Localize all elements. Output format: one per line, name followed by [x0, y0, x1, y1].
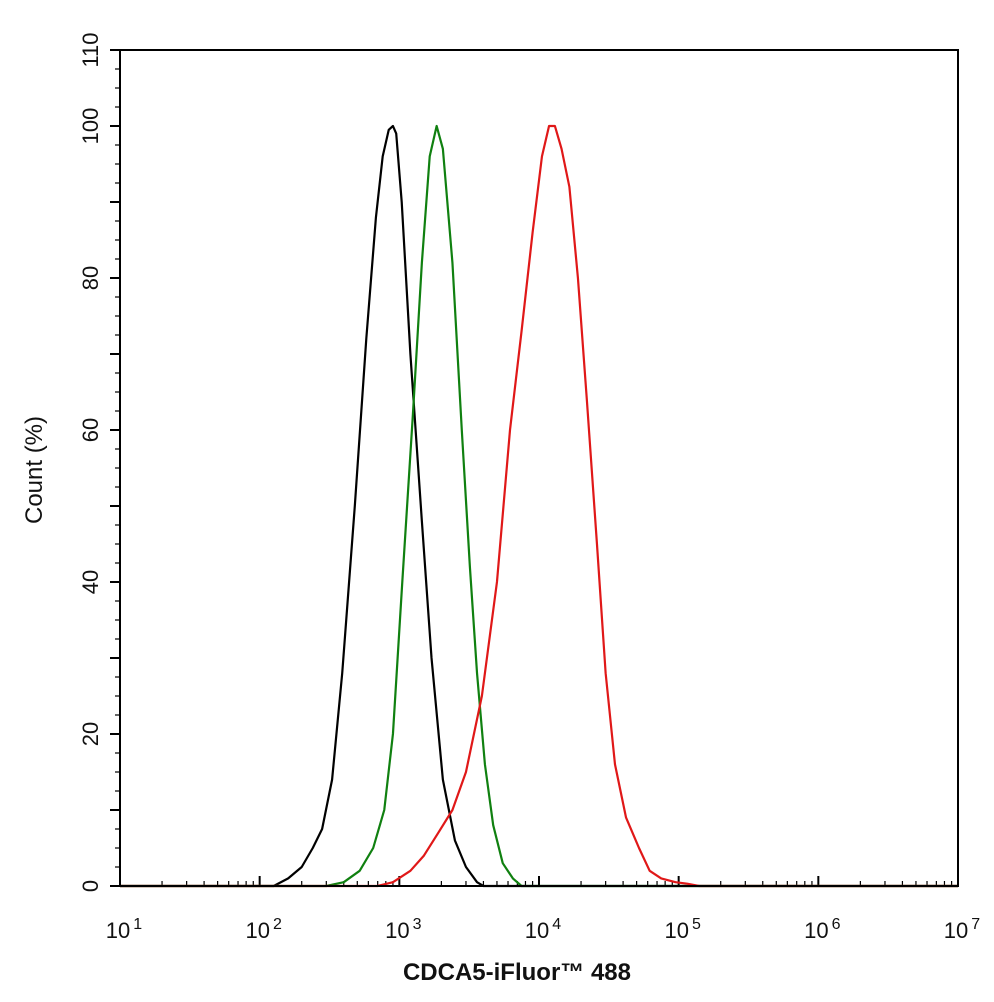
y-tick-label: 20: [78, 722, 103, 746]
x-tick-label: 10 5: [664, 916, 700, 943]
x-tick-base: 10: [804, 918, 828, 943]
x-axis-title: CDCA5-iFluor™ 488: [403, 959, 631, 986]
y-tick-label: 60: [78, 418, 103, 442]
x-tick-exponent: 7: [971, 916, 980, 933]
x-tick-base: 10: [106, 918, 130, 943]
x-tick-label: 10 6: [804, 916, 840, 943]
x-tick-exponent: 5: [692, 916, 701, 933]
y-tick-label: 110: [78, 32, 103, 67]
y-axis-title: Count (%): [21, 416, 48, 524]
x-tick-exponent: 6: [832, 916, 841, 933]
x-tick-exponent: 1: [133, 916, 142, 933]
x-tick-label: 10 7: [944, 916, 980, 943]
plot-frame: [119, 49, 959, 887]
x-tick-exponent: 3: [413, 916, 422, 933]
series-layer: [120, 124, 958, 888]
y-tick-label: 0: [78, 880, 103, 892]
x-tick-base: 10: [525, 918, 549, 943]
x-tick-base: 10: [245, 918, 269, 943]
histogram-curve-2: [120, 124, 958, 888]
x-tick-label: 10 1: [106, 916, 142, 943]
y-tick-label: 40: [78, 570, 103, 594]
x-tick-base: 10: [944, 918, 968, 943]
x-tick-base: 10: [664, 918, 688, 943]
x-tick-labels: 10 1 10 2 10 3 10 4 10 5 10 6 10 7: [106, 916, 980, 943]
x-tick-label: 10 2: [245, 916, 281, 943]
y-tick-labels: 0 20 40 60 80 100 110: [78, 32, 103, 892]
x-tick-label: 10 3: [385, 916, 421, 943]
x-tick-exponent: 2: [273, 916, 282, 933]
histogram-curve-3: [120, 124, 958, 888]
x-tick-label: 10 4: [525, 916, 561, 943]
x-tick-base: 10: [385, 918, 409, 943]
y-tick-label: 100: [78, 108, 103, 145]
y-major-ticks: [110, 49, 120, 887]
x-tick-exponent: 4: [552, 916, 561, 933]
y-tick-label: 80: [78, 266, 103, 290]
histogram-curve-1: [120, 124, 958, 888]
